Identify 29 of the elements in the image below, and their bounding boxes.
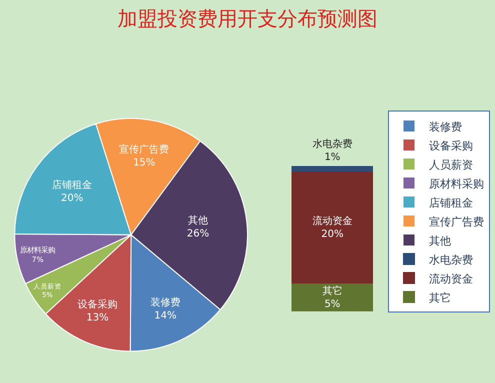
- slice-label: 宣传广告费: [119, 143, 170, 156]
- data-label: 13%: [86, 312, 109, 324]
- data-label: 14%: [154, 310, 176, 322]
- legend-label: 店铺租金: [429, 196, 473, 210]
- legend-label: 其他: [429, 234, 451, 248]
- data-label: 15%: [133, 157, 156, 168]
- legend-label: 流动资金: [429, 272, 473, 286]
- data-label: 20%: [60, 192, 84, 204]
- slice-label: 设备采购: [77, 298, 118, 311]
- slice-label: 装修费: [150, 296, 180, 308]
- data-label: 26%: [186, 228, 210, 240]
- data-label: 20%: [321, 228, 344, 240]
- text: 流动资金: [312, 216, 352, 227]
- slice-label: 原材料采购: [20, 245, 56, 254]
- legend-label: 水电杂费: [429, 253, 473, 266]
- legend-label: 人员薪资: [429, 158, 473, 172]
- legend-label: 宣传广告费: [429, 215, 484, 228]
- legend-label: 装修费: [429, 120, 462, 134]
- chart-title: 加盟投资费用开支分布预测图: [118, 6, 378, 30]
- text: 水电杂费: [312, 138, 352, 150]
- data-label: 1%: [324, 152, 340, 163]
- data-label: 5%: [324, 298, 340, 310]
- slice-label: 其他: [188, 214, 208, 226]
- data-label: 7%: [32, 255, 44, 264]
- legend-label: 设备采购: [429, 139, 473, 152]
- slice-label: 店铺租金: [52, 178, 92, 191]
- text: 其它: [322, 286, 342, 297]
- legend-label: 其它: [429, 291, 451, 304]
- legend-label: 原材料采购: [429, 177, 484, 190]
